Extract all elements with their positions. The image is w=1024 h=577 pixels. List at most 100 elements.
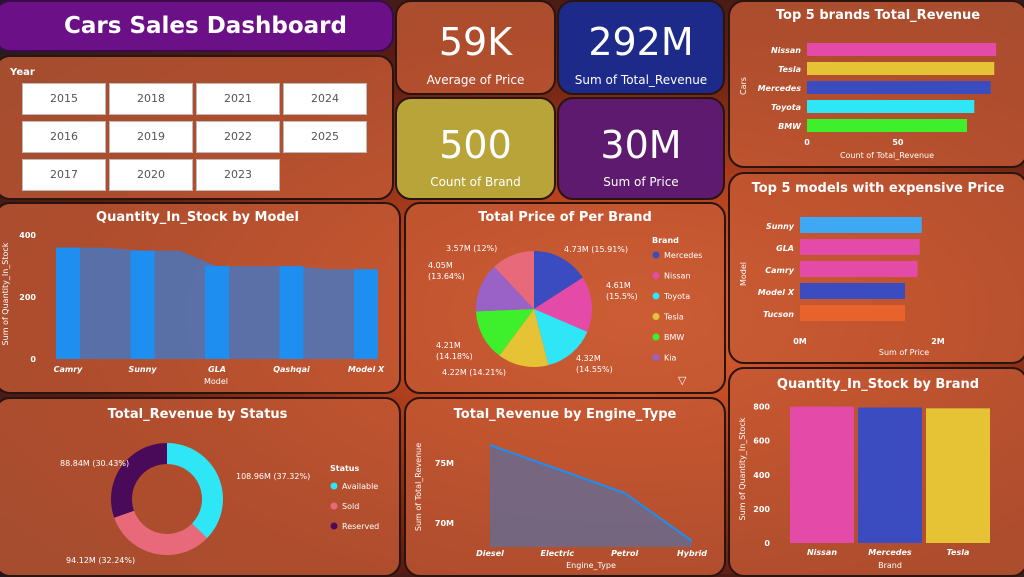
- year-option-2025[interactable]: 2025: [283, 121, 367, 153]
- data-label: (13.64%): [428, 272, 465, 281]
- category-label: Model X: [758, 288, 795, 297]
- chart-title: Quantity_In_Stock by Model: [96, 210, 299, 225]
- x-tick: Model X: [348, 365, 385, 374]
- legend-scroll-down-icon[interactable]: ▽: [678, 374, 687, 387]
- category-label: BMW: [778, 122, 802, 131]
- y-axis-label: Cars: [739, 77, 748, 95]
- series-line: [489, 444, 693, 542]
- bar: [858, 407, 922, 543]
- year-option-2016[interactable]: 2016: [22, 121, 106, 153]
- x-tick: Petrol: [611, 549, 638, 558]
- year-option-2021[interactable]: 2021: [196, 83, 280, 115]
- kpi-label: Average of Price: [426, 73, 525, 87]
- legend-label: BMW: [664, 333, 684, 342]
- kpi-count-brand: 500 Count of Brand: [395, 97, 556, 200]
- legend-swatch: [652, 251, 660, 259]
- category-label: Tesla: [778, 65, 801, 74]
- donut-slice: [167, 443, 223, 539]
- x-tick: Sunny: [128, 365, 157, 374]
- bar: [807, 119, 967, 132]
- data-label: 3.57M (12%): [446, 244, 497, 253]
- data-label: 94.12M (32.24%): [66, 556, 135, 565]
- year-option-2024[interactable]: 2024: [283, 83, 367, 115]
- y-axis-label: Model: [739, 262, 748, 286]
- qty-by-brand-tile: Quantity_In_Stock by Brand Nissan Mercede…: [728, 367, 1024, 577]
- data-label: (14.55%): [576, 365, 613, 374]
- y-tick: 75M: [435, 459, 454, 468]
- category-label: Tucson: [763, 310, 794, 319]
- legend-label: Toyota: [663, 292, 690, 301]
- pie-slice: [534, 277, 592, 332]
- legend-swatch: [330, 502, 338, 510]
- legend-swatch: [652, 272, 660, 279]
- chart-title: Quantity_In_Stock by Brand: [776, 377, 980, 392]
- category-label: Sunny: [766, 222, 795, 231]
- y-axis-label: Sum of Total_Revenue: [414, 443, 423, 531]
- data-label: 4.61M: [606, 281, 631, 290]
- bar: [926, 408, 990, 543]
- legend-swatch: [330, 482, 338, 490]
- qty-by-brand-chart: Nissan Mercedes Tesla 0 200 400 600 800 Brand Sum…: [738, 403, 990, 570]
- kpi-label: Sum of Price: [603, 175, 679, 189]
- bar: [205, 266, 229, 359]
- bar: [130, 250, 155, 359]
- top5-brands-tile: Top 5 brands Total_Revenue Nissan Tesla Me…: [728, 0, 1024, 168]
- legend-label: Available: [342, 482, 378, 491]
- legend-swatch: [652, 333, 660, 341]
- x-tick: Camry: [54, 365, 84, 374]
- x-tick: 0: [804, 138, 810, 147]
- data-label: 4.05M: [428, 261, 453, 270]
- qty-by-model-chart: Camry Sunny GLA Qashqai Model X 0 200 400 Model S…: [1, 231, 385, 386]
- page-title: Cars Sales Dashboard: [64, 13, 347, 39]
- legend-swatch: [652, 313, 660, 320]
- bar: [807, 100, 975, 113]
- revenue-by-engine-chart: Diesel Electric Petrol Hybrid 70M 75M Engine_T…: [414, 443, 707, 570]
- bar: [56, 247, 80, 359]
- data-label: 4.22M (14.21%): [442, 368, 506, 377]
- bar: [790, 406, 854, 543]
- pie-slice: [534, 251, 583, 309]
- year-slicer-label: Year: [10, 67, 35, 78]
- y-tick: 400: [753, 471, 770, 480]
- chart-title: Top 5 models with expensive Price: [751, 181, 1005, 196]
- y-axis-label: Sum of Quantity_In_Stock: [738, 417, 747, 520]
- y-tick: 800: [753, 403, 770, 412]
- data-label: 4.21M: [436, 341, 461, 350]
- x-axis-label: Brand: [878, 561, 902, 570]
- y-tick: 0: [30, 355, 36, 364]
- data-label: (14.18%): [436, 352, 473, 361]
- y-tick: 0: [764, 539, 770, 548]
- legend-title: Status: [330, 464, 360, 473]
- x-tick: GLA: [208, 365, 226, 374]
- pie-slice: [534, 309, 588, 366]
- year-option-2015[interactable]: 2015: [22, 83, 106, 115]
- x-tick: Nissan: [807, 548, 837, 557]
- category-label: GLA: [776, 244, 794, 253]
- kpi-sum-price: 30M Sum of Price: [557, 97, 725, 200]
- year-option-2020[interactable]: 2020: [109, 159, 193, 191]
- data-label: (15.5%): [606, 292, 638, 301]
- bar: [354, 269, 378, 359]
- data-label: 108.96M (37.32%): [236, 472, 310, 481]
- data-label: 4.73M (15.91%): [564, 245, 628, 254]
- bar: [800, 239, 920, 255]
- donut-slice: [114, 510, 208, 555]
- legend-title: Brand: [652, 236, 679, 245]
- data-label: 4.32M: [576, 354, 601, 363]
- year-option-2023[interactable]: 2023: [196, 159, 280, 191]
- kpi-value: 500: [439, 123, 512, 167]
- revenue-by-engine-tile: Total_Revenue by Engine_Type Diesel Elect…: [404, 397, 726, 577]
- top5-models-tile: Top 5 models with expensive Price Sunny G…: [728, 172, 1024, 364]
- year-option-2019[interactable]: 2019: [109, 121, 193, 153]
- year-option-2022[interactable]: 2022: [196, 121, 280, 153]
- y-tick: 200: [753, 505, 770, 514]
- bar: [807, 43, 997, 56]
- year-option-2018[interactable]: 2018: [109, 83, 193, 115]
- legend-swatch: [330, 522, 338, 530]
- y-axis-label: Sum of Quantity_In_Stock: [1, 242, 10, 345]
- y-tick: 70M: [435, 519, 454, 528]
- kpi-sum-total-revenue: 292M Sum of Total_Revenue: [557, 0, 725, 95]
- year-option-2017[interactable]: 2017: [22, 159, 106, 191]
